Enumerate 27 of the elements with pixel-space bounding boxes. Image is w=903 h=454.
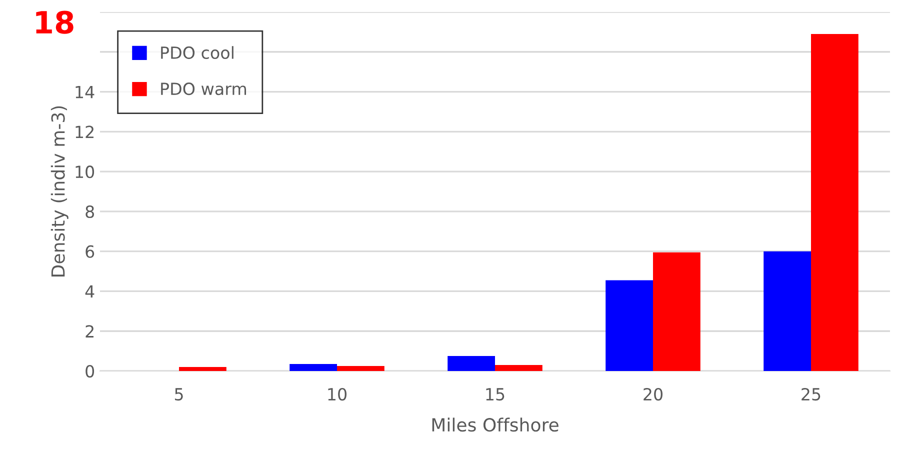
y-tick-label: 6 [86,245,94,258]
bar [764,251,811,371]
x-axis-title: Miles Offshore [432,418,558,432]
y-tick-label: 8 [86,205,94,218]
x-tick-label: 5 [174,388,183,401]
x-tick-label: 10 [328,388,346,401]
y-axis-title: Density (indiv m-3) [50,106,68,276]
legend-label: PDO cool [161,46,234,60]
x-tick-label: 20 [644,388,662,401]
y-tick-label: 12 [76,126,94,138]
bar [811,34,858,371]
x-tick-label: 25 [802,388,820,401]
bar [495,365,542,371]
bar [337,366,384,371]
legend-label: PDO warm [161,82,246,96]
bar [290,364,337,371]
y-tick-label: 2 [86,325,94,338]
text: 18 [36,10,74,34]
y-tick-label: 10 [76,166,94,178]
x-tick-label: 15 [486,388,504,401]
bar [653,252,700,371]
bar [448,356,495,371]
bar [606,280,653,371]
y-tick-label: 0 [86,364,94,378]
y-tick-label: 4 [85,285,94,298]
bar [179,367,226,371]
y-tick-label: 14 [76,86,94,98]
